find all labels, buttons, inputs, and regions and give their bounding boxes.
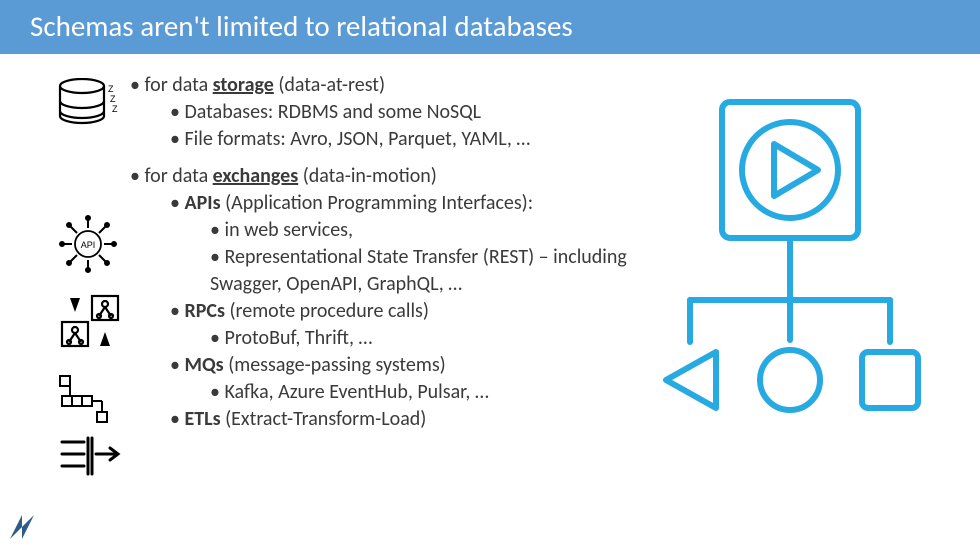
svg-text:Z: Z (110, 94, 116, 104)
bullet-apis-rest: Representational State Transfer (REST) –… (210, 244, 630, 298)
schema-tree-diagram (640, 90, 940, 430)
api-gear-icon: API (58, 214, 128, 279)
queue-icon (58, 374, 128, 431)
svg-text:Z: Z (112, 104, 118, 114)
slide-title: Schemas aren't limited to relational dat… (30, 8, 573, 44)
corner-logo-icon (8, 513, 36, 541)
svg-text:API: API (81, 240, 96, 250)
etl-flow-icon (58, 434, 128, 483)
database-icon: Z Z Z (58, 78, 128, 137)
svg-text:Z: Z (108, 84, 114, 94)
slide-title-bar: Schemas aren't limited to relational dat… (0, 0, 980, 54)
transform-icon (58, 294, 128, 355)
